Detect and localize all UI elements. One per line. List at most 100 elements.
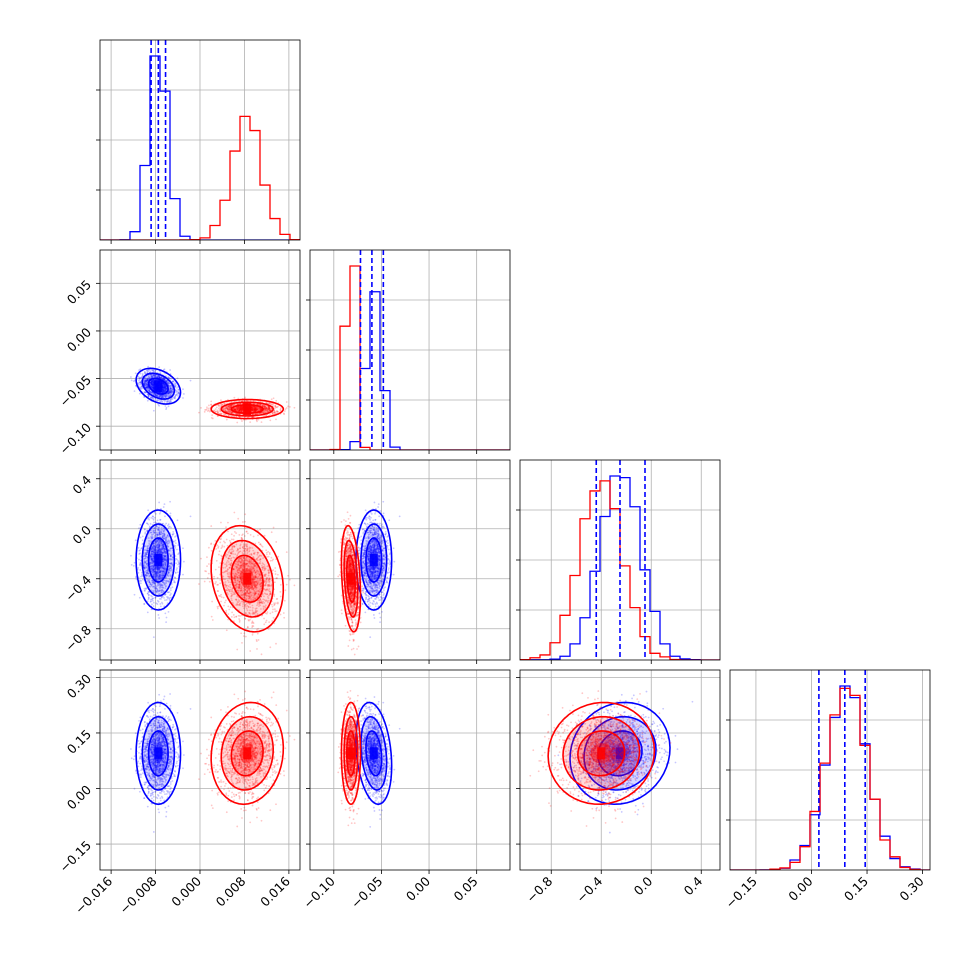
- scatter-point-blue: [143, 381, 146, 384]
- scatter-point-blue: [162, 386, 165, 389]
- scatter-point-blue: [152, 387, 155, 390]
- scatter-point-blue: [182, 547, 184, 550]
- scatter-point-blue: [151, 385, 154, 388]
- scatter-point-blue: [146, 378, 149, 381]
- scatter-point-red: [211, 600, 214, 603]
- scatter-point-blue: [145, 380, 148, 382]
- scatter-point-blue: [150, 374, 152, 376]
- scatter-point-blue: [161, 377, 164, 380]
- scatter-point-blue: [162, 390, 165, 393]
- scatter-point-blue: [133, 593, 136, 596]
- scatter-point-red: [207, 546, 210, 549]
- scatter-point-blue: [156, 394, 159, 397]
- scatter-point-blue: [165, 621, 168, 623]
- scatter-point-red: [200, 406, 202, 409]
- scatter-point-blue: [163, 386, 166, 389]
- scatter-point-red: [283, 599, 286, 602]
- scatter-point-blue: [152, 409, 155, 412]
- scatter-point-blue: [163, 386, 165, 389]
- scatter-point-blue: [164, 388, 167, 391]
- panel-1-1: [306, 249, 511, 454]
- scatter-point-blue: [169, 393, 172, 396]
- scatter-point-blue: [139, 381, 141, 384]
- scatter-point-red: [211, 619, 214, 621]
- scatter-point-red: [207, 407, 210, 410]
- scatter-point-blue: [163, 399, 165, 402]
- scatter-point-blue: [162, 390, 165, 393]
- scatter-point-blue: [149, 381, 152, 384]
- scatter-point-blue: [162, 385, 164, 388]
- histogram-red: [310, 265, 510, 450]
- scatter-point-blue: [144, 379, 147, 382]
- scatter-point-blue: [159, 372, 162, 375]
- scatter-point-blue: [165, 381, 168, 384]
- scatter-point-blue: [167, 392, 170, 395]
- scatter-point-blue: [143, 382, 146, 385]
- scatter-point-blue: [182, 393, 185, 395]
- scatter-point-red: [288, 578, 291, 581]
- scatter-point-blue: [137, 382, 140, 385]
- scatter-point-blue: [149, 371, 152, 373]
- scatter-point-blue: [158, 366, 161, 369]
- scatter-point-blue: [147, 386, 150, 389]
- scatter-point-blue: [189, 515, 192, 518]
- scatter-point-blue: [152, 381, 155, 384]
- scatter-point-blue: [152, 369, 155, 372]
- panel-0-0: [96, 39, 301, 244]
- scatter-point-blue: [138, 527, 140, 530]
- scatter-point-blue: [177, 392, 180, 394]
- scatter-point-blue: [150, 383, 153, 385]
- scatter-point-blue: [143, 378, 146, 380]
- scatter-point-blue: [138, 596, 141, 599]
- scatter-point-red: [242, 521, 244, 523]
- scatter-point-blue: [144, 380, 147, 382]
- scatter-point-blue: [155, 393, 158, 396]
- scatter-point-blue: [163, 389, 166, 392]
- scatter-point-red: [198, 411, 200, 414]
- scatter-point-blue: [152, 387, 155, 389]
- scatter-point-blue: [162, 386, 165, 389]
- scatter-point-blue: [149, 382, 152, 384]
- scatter-point-blue: [167, 376, 170, 379]
- scatter-point-blue: [152, 387, 154, 390]
- scatter-point-blue: [157, 395, 159, 398]
- scatter-point-blue: [165, 387, 168, 390]
- histogram-red: [100, 115, 300, 240]
- scatter-point-red: [269, 419, 272, 422]
- scatter-point-blue: [167, 392, 170, 395]
- scatter-point-blue: [160, 394, 163, 397]
- scatter-point-blue: [165, 406, 168, 409]
- scatter-point-blue: [163, 387, 166, 389]
- scatter-point-blue: [150, 382, 153, 385]
- scatter-point-blue: [150, 381, 153, 384]
- scatter-point-blue: [162, 506, 165, 508]
- scatter-point-blue: [152, 384, 155, 387]
- scatter-point-blue: [163, 383, 166, 386]
- scatter-point-blue: [140, 381, 143, 384]
- scatter-point-blue: [153, 370, 156, 372]
- scatter-point-blue: [135, 576, 137, 579]
- scatter-point-blue: [149, 396, 152, 399]
- scatter-point-red: [249, 650, 252, 652]
- scatter-point-blue: [167, 381, 170, 384]
- scatter-point-blue: [169, 500, 171, 503]
- scatter-point-blue: [163, 378, 165, 381]
- scatter-point-blue: [146, 378, 148, 381]
- scatter-point-blue: [163, 382, 165, 385]
- scatter-point-blue: [172, 380, 175, 382]
- scatter-point-blue: [130, 564, 133, 566]
- scatter-point-blue: [145, 382, 148, 385]
- scatter-point-blue: [132, 564, 135, 567]
- panel-content-2-0: [100, 460, 300, 660]
- scatter-point-blue: [169, 387, 172, 390]
- scatter-point-blue: [177, 391, 179, 393]
- scatter-point-blue: [163, 384, 166, 387]
- panel-content-0-0: [100, 40, 300, 240]
- scatter-point-red: [256, 648, 258, 650]
- scatter-point-blue: [130, 379, 133, 382]
- scatter-point-blue: [164, 387, 166, 389]
- scatter-point-blue: [151, 381, 154, 384]
- scatter-point-blue: [145, 384, 148, 387]
- scatter-point-blue: [151, 381, 154, 384]
- scatter-point-blue: [160, 376, 162, 379]
